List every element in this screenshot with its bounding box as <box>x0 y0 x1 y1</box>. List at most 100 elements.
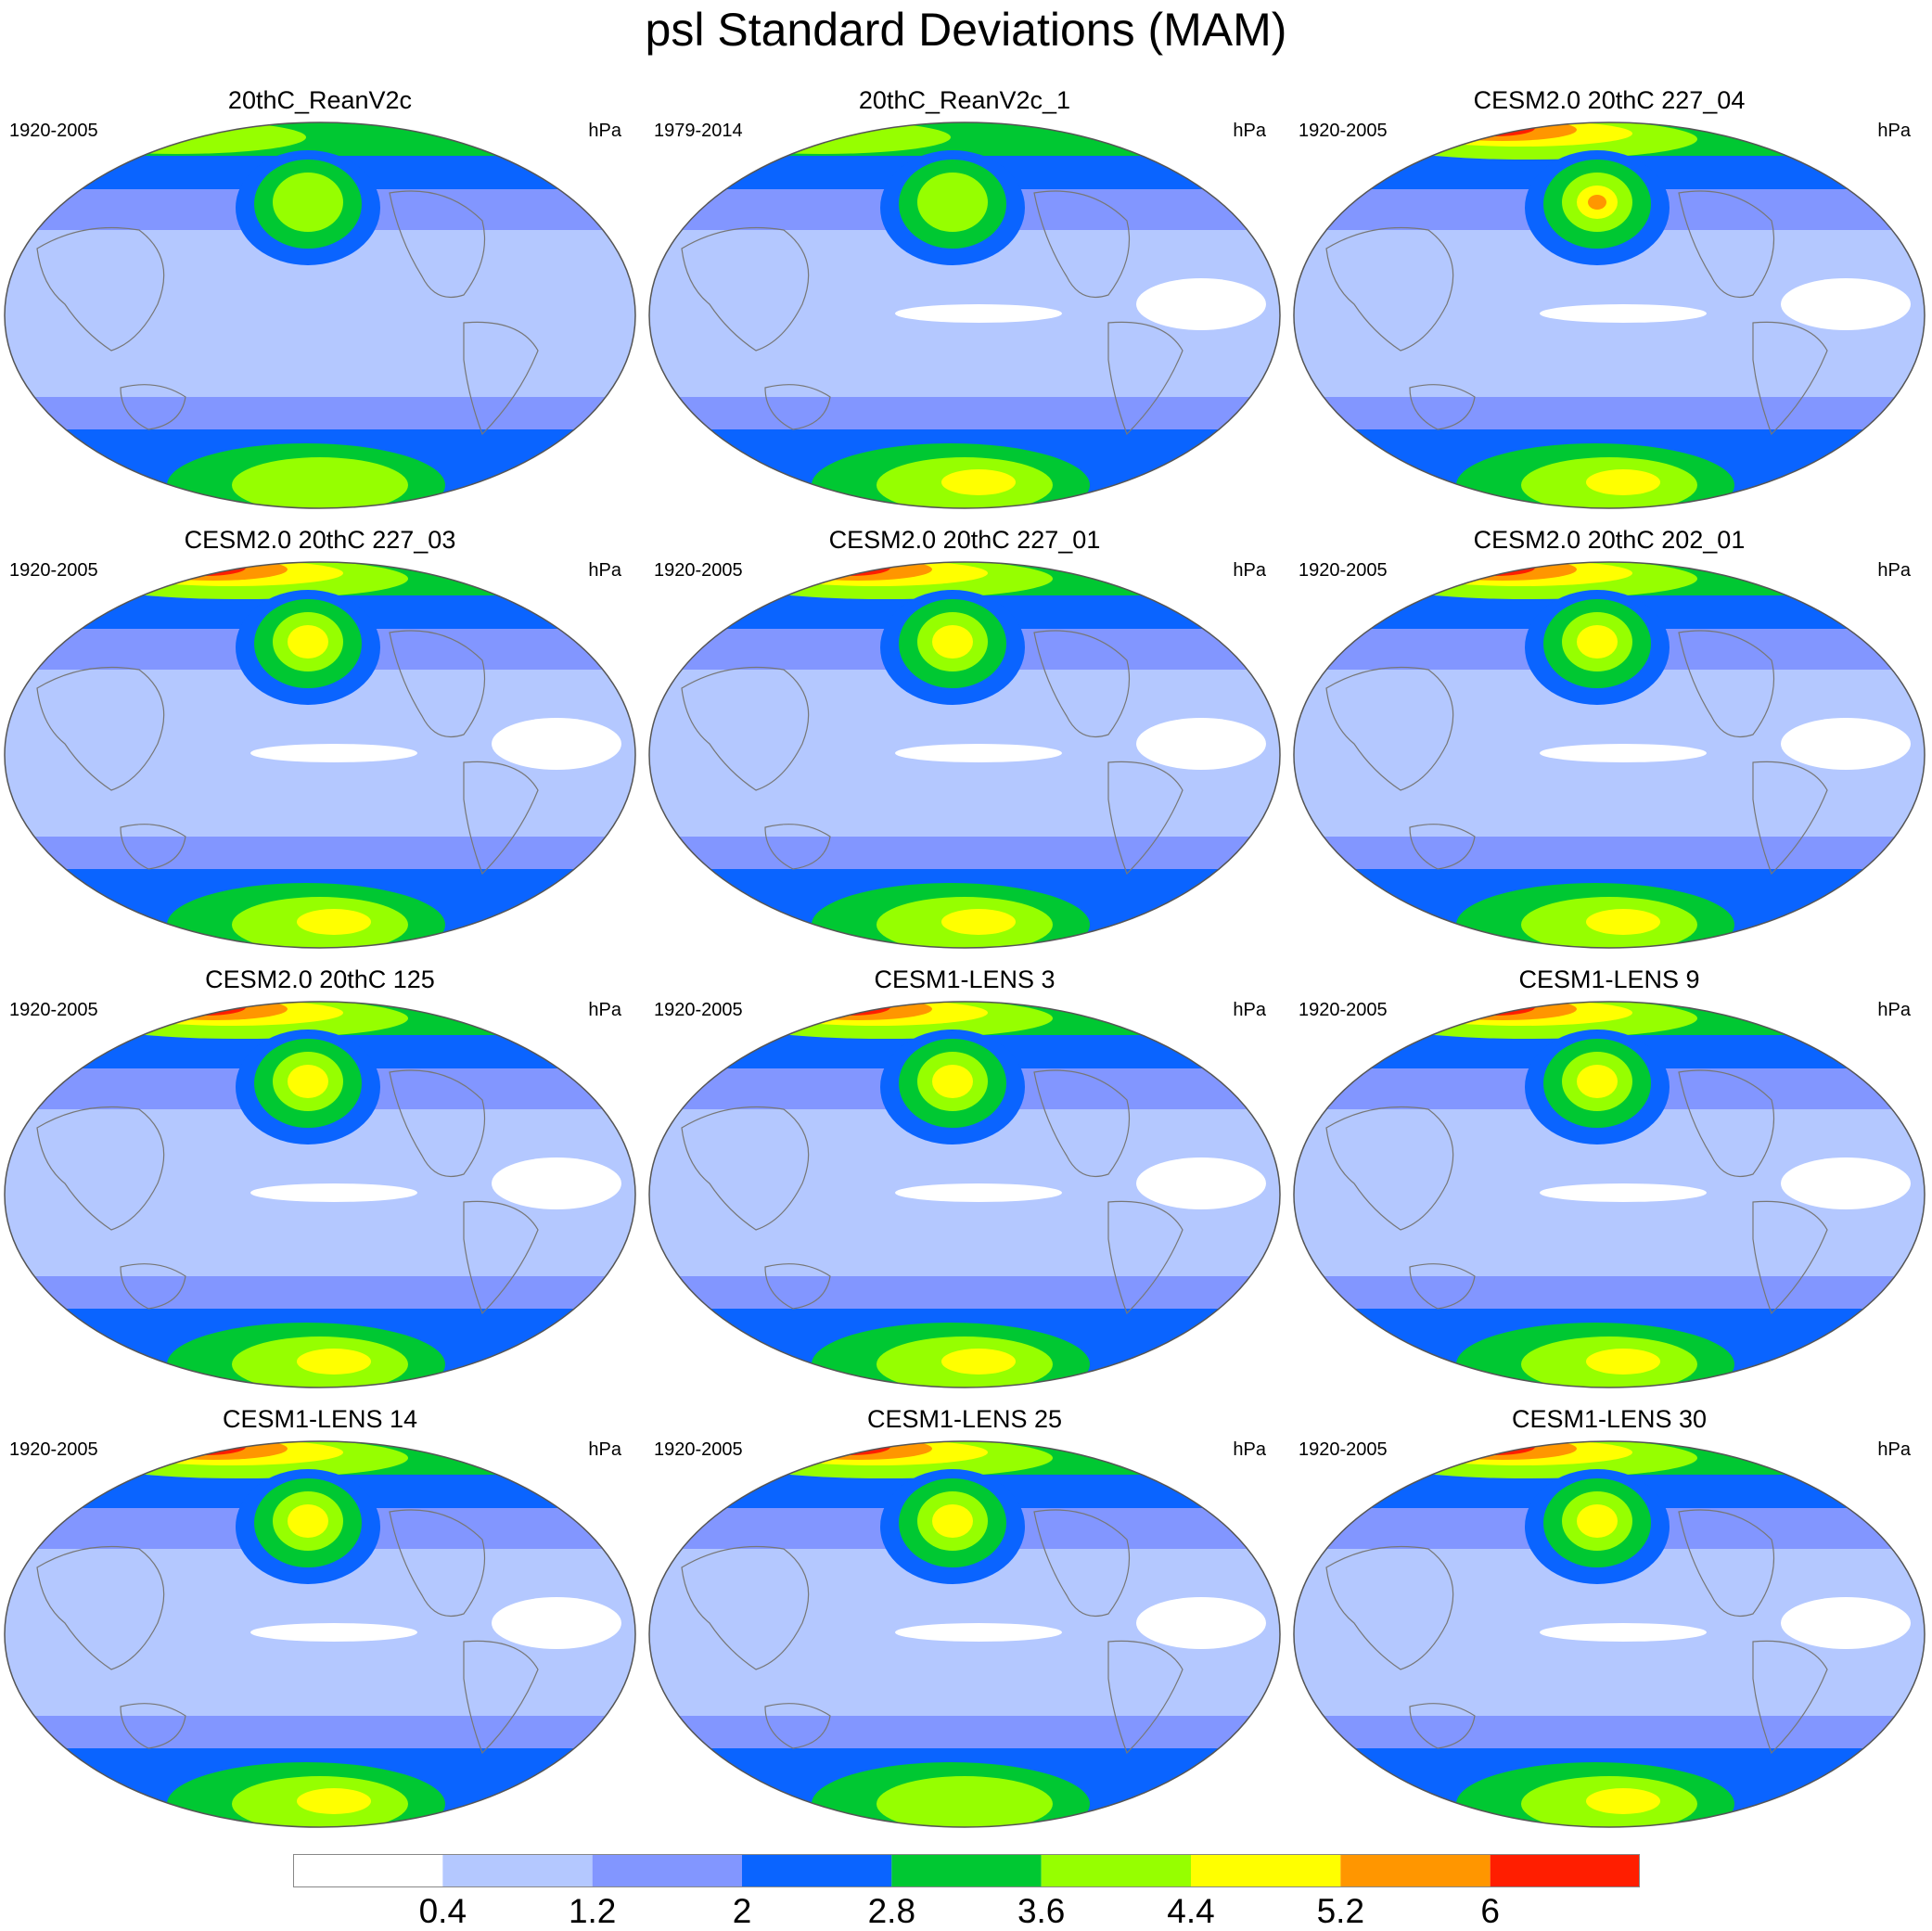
band-fill <box>492 1597 621 1649</box>
map-border <box>1293 121 1926 509</box>
map-plot <box>648 561 1281 949</box>
colorbar-swatch <box>1340 1854 1491 1887</box>
map-plot <box>1293 561 1926 949</box>
coastline <box>1033 190 1130 299</box>
panel-units: hPa <box>1233 560 1266 581</box>
map-plot <box>1293 121 1926 509</box>
map-border <box>4 561 636 949</box>
coastline <box>120 1703 186 1749</box>
coastline <box>463 1640 539 1755</box>
coastline <box>1033 1069 1130 1178</box>
colorbar-swatch <box>592 1854 742 1887</box>
coastline <box>389 190 486 299</box>
colorbar-tick-label: 1.2 <box>568 1892 617 1930</box>
colorbar-swatch <box>293 1854 443 1887</box>
panel-years: 1920-2005 <box>1299 1439 1388 1460</box>
band-fill <box>162 562 246 576</box>
band-fill <box>895 304 1062 323</box>
band-fill <box>784 1441 932 1460</box>
coastline <box>1678 1069 1774 1178</box>
panel-title: CESM2.0 20thC 125 <box>205 966 435 993</box>
panel-years: 1920-2005 <box>9 121 98 141</box>
map-panel: CESM2.0 20thC 227_01 1920-2005 hPa <box>645 525 1285 952</box>
band-fill <box>1452 1441 1535 1455</box>
colorbar-outline <box>293 1854 1640 1887</box>
band-fill <box>297 1788 371 1814</box>
band-fill <box>807 1002 890 1016</box>
map-panel: CESM2.0 20thC 227_03 1920-2005 hPa <box>0 525 640 952</box>
coastline <box>1325 666 1454 791</box>
band-fill <box>1136 1597 1266 1649</box>
band-fill <box>1428 1441 1577 1460</box>
panel-title: CESM2.0 20thC 202_01 <box>1473 526 1746 554</box>
band-fill <box>288 1504 328 1538</box>
band-fill <box>1588 195 1606 210</box>
coastline <box>1678 630 1774 738</box>
band-fill <box>1428 562 1577 581</box>
panel-units: hPa <box>1233 121 1266 141</box>
panel-units: hPa <box>1877 1439 1911 1460</box>
band-fill <box>1540 1183 1707 1202</box>
band-fill <box>649 122 1280 156</box>
colorbar-tick-label: 4.4 <box>1167 1892 1215 1930</box>
colorbar-swatch <box>891 1854 1042 1887</box>
band-fill <box>1428 122 1577 141</box>
panel-title: CESM2.0 20thC 227_03 <box>184 526 456 554</box>
coastline <box>1107 321 1184 436</box>
map-plot <box>4 121 636 509</box>
coastline <box>764 384 831 430</box>
coastline <box>36 1106 165 1231</box>
band-fill <box>784 562 932 581</box>
panel-title: CESM1-LENS 3 <box>874 966 1056 993</box>
panel-title: CESM1-LENS 9 <box>1518 966 1700 993</box>
band-fill <box>917 173 988 232</box>
band-fill <box>1428 1002 1577 1020</box>
band-fill <box>162 1002 246 1016</box>
map-border <box>1293 1440 1926 1828</box>
map-border <box>4 121 636 509</box>
map-border <box>648 1440 1281 1828</box>
coastline <box>764 824 831 870</box>
band-fill <box>139 562 288 581</box>
panel-years: 1920-2005 <box>9 560 98 581</box>
band-fill <box>1586 1788 1660 1814</box>
coastline <box>1107 1640 1184 1755</box>
coastline <box>1325 1106 1454 1231</box>
band-fill <box>1781 1157 1911 1209</box>
coastline <box>1409 824 1476 870</box>
coastline <box>1033 630 1130 738</box>
colorbar-swatch <box>442 1854 593 1887</box>
map-panel: CESM2.0 20thC 125 1920-2005 hPa <box>0 965 640 1391</box>
coastline <box>389 630 486 738</box>
band-fill <box>1452 562 1535 576</box>
band-fill <box>1136 1157 1266 1209</box>
map-plot <box>1293 1001 1926 1388</box>
map-plot <box>648 1001 1281 1388</box>
map-panel: CESM1-LENS 25 1920-2005 hPa <box>645 1404 1285 1831</box>
band-fill <box>1540 1623 1707 1642</box>
colorbar-swatch <box>1490 1854 1640 1887</box>
band-fill <box>297 1349 371 1375</box>
band-fill <box>784 1002 932 1020</box>
map-plot <box>1293 1440 1926 1828</box>
coastline <box>120 1263 186 1310</box>
band-fill <box>250 1183 417 1202</box>
map-panel: CESM1-LENS 3 1920-2005 hPa <box>645 965 1285 1391</box>
colorbar-tick-label: 6 <box>1480 1892 1500 1930</box>
map-panel: CESM2.0 20thC 202_01 1920-2005 hPa <box>1289 525 1929 952</box>
coastline <box>764 1263 831 1310</box>
band-fill <box>288 625 328 659</box>
coastline <box>1752 1640 1828 1755</box>
panel-years: 1920-2005 <box>1299 1000 1388 1020</box>
colorbar <box>293 1854 1640 1887</box>
band-fill <box>932 625 973 659</box>
coastline <box>1678 190 1774 299</box>
band-fill <box>1577 1504 1618 1538</box>
map-border <box>648 1001 1281 1388</box>
panel-years: 1920-2005 <box>654 1439 743 1460</box>
panel-years: 1920-2005 <box>9 1000 98 1020</box>
map-border <box>1293 561 1926 949</box>
colorbar-tick-label: 0.4 <box>418 1892 467 1930</box>
coastline <box>681 666 810 791</box>
band-fill <box>5 122 635 156</box>
